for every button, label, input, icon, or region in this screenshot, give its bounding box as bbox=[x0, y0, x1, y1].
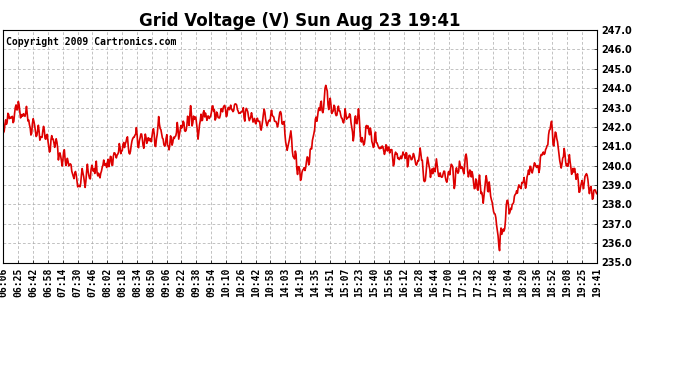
Title: Grid Voltage (V) Sun Aug 23 19:41: Grid Voltage (V) Sun Aug 23 19:41 bbox=[139, 12, 461, 30]
Text: Copyright 2009 Cartronics.com: Copyright 2009 Cartronics.com bbox=[6, 37, 177, 47]
